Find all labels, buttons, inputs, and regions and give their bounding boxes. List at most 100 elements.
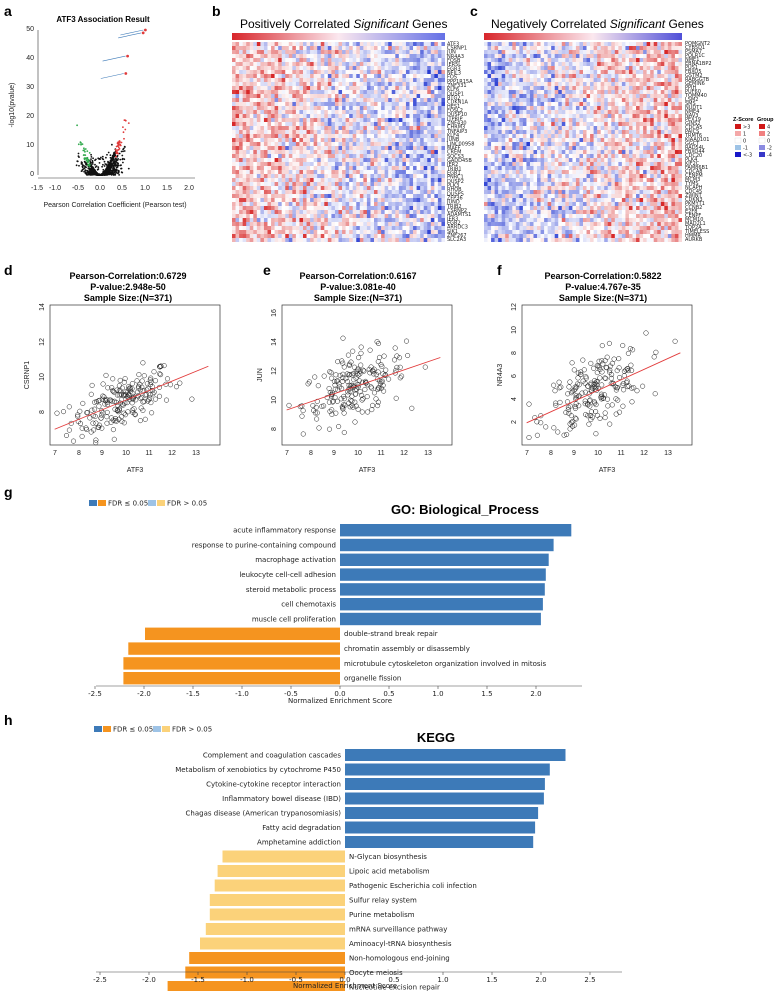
- heatmap-cell: [437, 226, 442, 231]
- heatmap-cell: [402, 114, 407, 119]
- heatmap-cell: [310, 206, 314, 211]
- heatmap-cell: [295, 146, 300, 151]
- heatmap-cell: [561, 58, 566, 63]
- heatmap-cell: [232, 142, 236, 147]
- heatmap-cell: [437, 94, 442, 99]
- heatmap-cell: [260, 146, 265, 151]
- heatmap-cell: [384, 102, 389, 107]
- heatmap-cell: [327, 110, 332, 115]
- heatmap-cell: [519, 98, 524, 103]
- heatmap-cell: [317, 166, 322, 171]
- heatmap-cell: [271, 86, 275, 91]
- heatmap-cell: [590, 42, 594, 47]
- heatmap-cell: [370, 234, 375, 239]
- heatmap-cell: [413, 206, 417, 211]
- heatmap-cell: [253, 58, 258, 63]
- heatmap-cell: [366, 234, 371, 239]
- heatmap-cell: [345, 54, 350, 59]
- heatmap-cell: [271, 46, 275, 51]
- heatmap-cell: [338, 174, 343, 179]
- volcano-point: [84, 150, 86, 153]
- heatmap-cell: [317, 66, 322, 71]
- heatmap-cell: [625, 74, 630, 79]
- heatmap-cell: [303, 42, 307, 47]
- heatmap-cell: [253, 102, 258, 107]
- heatmap-cell: [288, 130, 293, 135]
- heatmap-cell: [366, 158, 371, 163]
- heatmap-cell: [356, 226, 361, 231]
- heatmap-cell: [551, 98, 556, 103]
- heatmap-cell: [388, 158, 393, 163]
- heatmap-cell: [317, 102, 322, 107]
- heatmap-cell: [320, 202, 325, 207]
- heatmap-cell: [281, 58, 286, 63]
- heatmap-cell: [413, 134, 417, 139]
- heatmap-cell: [405, 182, 410, 187]
- heatmap-cell: [664, 42, 669, 47]
- heatmap-cell: [253, 114, 258, 119]
- heatmap-cell: [363, 162, 368, 167]
- heatmap-cell: [614, 78, 619, 83]
- heatmap-cell: [522, 46, 527, 51]
- heatmap-cell: [544, 74, 548, 79]
- heatmap-cell: [554, 94, 559, 99]
- heatmap-cell: [349, 158, 353, 163]
- heatmap-cell: [239, 138, 243, 143]
- heatmap-cell: [320, 142, 325, 147]
- heatmap-cell: [306, 158, 311, 163]
- heatmap-cell: [281, 122, 286, 127]
- heatmap-cell: [292, 130, 297, 135]
- heatmap-cell: [310, 202, 314, 207]
- heatmap-cell: [278, 206, 282, 211]
- heatmap-cell: [232, 134, 236, 139]
- heatmap-cell: [324, 66, 329, 71]
- heatmap-cell: [381, 214, 385, 219]
- heatmap-cell: [600, 54, 605, 59]
- heatmap-cell: [313, 142, 318, 147]
- heatmap-cell: [423, 138, 428, 143]
- heatmap-cell: [349, 42, 353, 47]
- heatmap-cell: [320, 214, 325, 219]
- heatmap-cell: [667, 46, 672, 51]
- heatmap-cell: [427, 110, 432, 115]
- heatmap-cell: [317, 202, 322, 207]
- heatmap-cell: [342, 214, 346, 219]
- heatmap-cell: [586, 42, 591, 47]
- heatmap-cell: [395, 46, 400, 51]
- heatmap-cell: [331, 166, 336, 171]
- heatmap-cell: [370, 114, 375, 119]
- heatmap-cell: [356, 214, 361, 219]
- heatmap-cell: [667, 50, 672, 55]
- heatmap-cell: [359, 230, 364, 235]
- heatmap-cell: [320, 134, 325, 139]
- heatmap-cell: [356, 58, 361, 63]
- heatmap-cell: [349, 54, 353, 59]
- heatmap-cell: [345, 170, 350, 175]
- heatmap-cell: [508, 58, 513, 63]
- heatmap-cell: [310, 122, 314, 127]
- heatmap-cell: [352, 110, 357, 115]
- heatmap-cell: [232, 218, 236, 223]
- heatmap-cell: [278, 70, 282, 75]
- heatmap-cell: [310, 126, 314, 131]
- heatmap-cell: [607, 66, 612, 71]
- heatmap-cell: [310, 70, 314, 75]
- heatmap-cell: [246, 114, 251, 119]
- heatmap-cell: [281, 198, 286, 203]
- heatmap-cell: [540, 50, 545, 55]
- heatmap-cell: [505, 90, 510, 95]
- heatmap-cell: [285, 202, 290, 207]
- heatmap-cell: [334, 214, 339, 219]
- heatmap-cell: [324, 58, 329, 63]
- heatmap-cell: [374, 230, 378, 235]
- heatmap-cell: [597, 94, 601, 99]
- heatmap-cell: [381, 162, 385, 167]
- heatmap-cell: [583, 62, 587, 67]
- heatmap-cell: [650, 62, 655, 67]
- heatmap-cell: [271, 114, 275, 119]
- heatmap-cell: [423, 194, 428, 199]
- heatmap-cell: [434, 146, 439, 151]
- heatmap-cell: [285, 90, 290, 95]
- heatmap-cell: [331, 122, 336, 127]
- heatmap-cell: [621, 70, 626, 75]
